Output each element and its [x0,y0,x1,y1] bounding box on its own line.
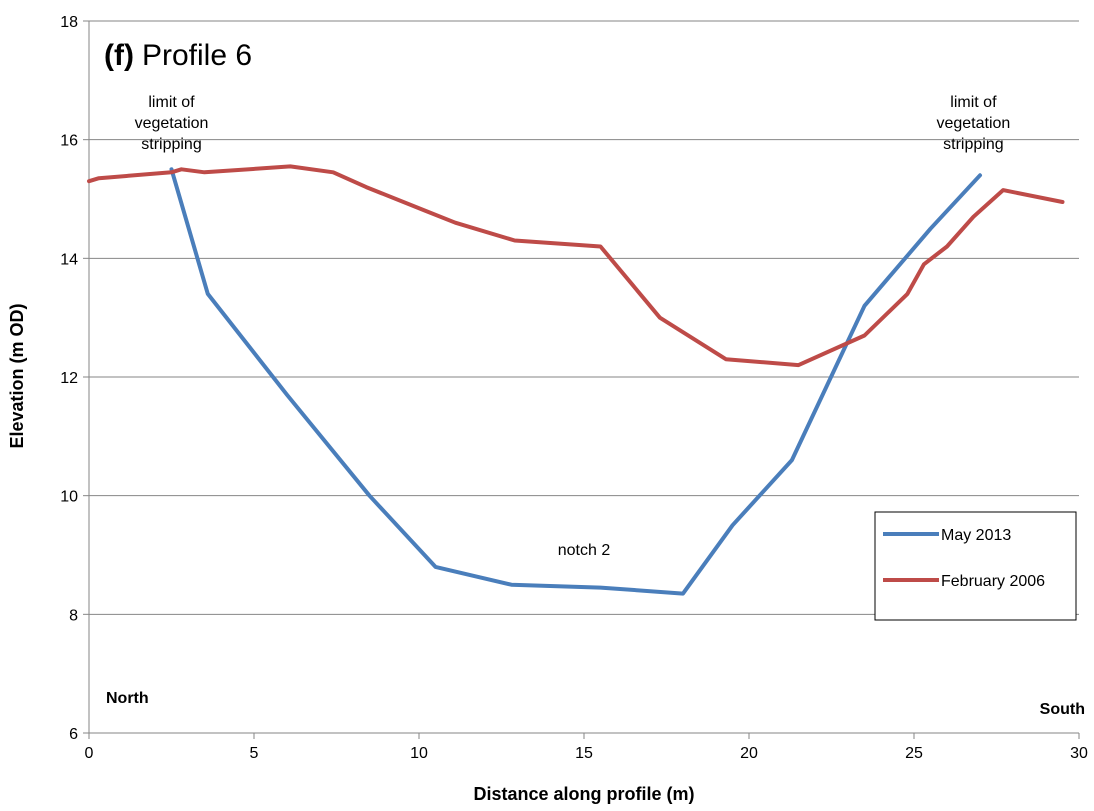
legend: May 2013 February 2006 [874,511,1077,621]
y-tick-label: 6 [69,726,78,743]
panel-letter: (f) [104,39,134,72]
x-tick-label: 15 [575,745,593,762]
annotation-line: vegetation [936,115,1010,132]
annotation-line: limit of [148,94,195,111]
annotation-line: stripping [141,136,201,153]
legend-box [874,511,1077,621]
panel-title: (f) Profile 6 [104,39,252,72]
y-tick-labels: 6 8 10 12 14 16 18 [60,14,78,743]
y-tick-label: 14 [60,251,78,268]
axes [83,20,1080,739]
annotation-notch: notch 2 [558,542,611,559]
annotations: limit of vegetation stripping limit of veget… [135,94,1011,559]
y-tick-label: 12 [60,370,78,387]
x-tick-label: 10 [410,745,428,762]
x-tick-label: 25 [905,745,923,762]
annotation-left: limit of vegetation stripping [135,94,209,153]
y-tick-label: 18 [60,14,78,31]
x-tick-label: 5 [250,745,259,762]
annotation-right: limit of vegetation stripping [936,94,1010,153]
annotation-line: vegetation [135,115,209,132]
annotation-line: notch 2 [558,542,611,559]
x-tick-label: 0 [85,745,94,762]
series-lines [87,164,1065,596]
annotation-line: stripping [943,136,1003,153]
series-line-may-2013 [169,167,982,596]
y-tick-label: 10 [60,489,78,506]
north-label: North [106,690,149,707]
y-tick-label: 16 [60,133,78,150]
legend-label-february-2006: February 2006 [941,573,1045,590]
series-line-february-2006 [87,164,1065,368]
annotation-line: limit of [950,94,997,111]
x-tick-label: 30 [1070,745,1088,762]
legend-label-may-2013: May 2013 [941,527,1011,544]
y-axis-title: Elevation (m OD) [7,303,27,448]
south-label: South [1040,701,1085,718]
x-tick-label: 20 [740,745,758,762]
x-tick-labels: 0 5 10 15 20 25 30 [85,745,1088,762]
panel-name: Profile 6 [142,39,252,72]
y-tick-label: 8 [69,607,78,624]
x-axis-title: Distance along profile (m) [473,784,694,804]
